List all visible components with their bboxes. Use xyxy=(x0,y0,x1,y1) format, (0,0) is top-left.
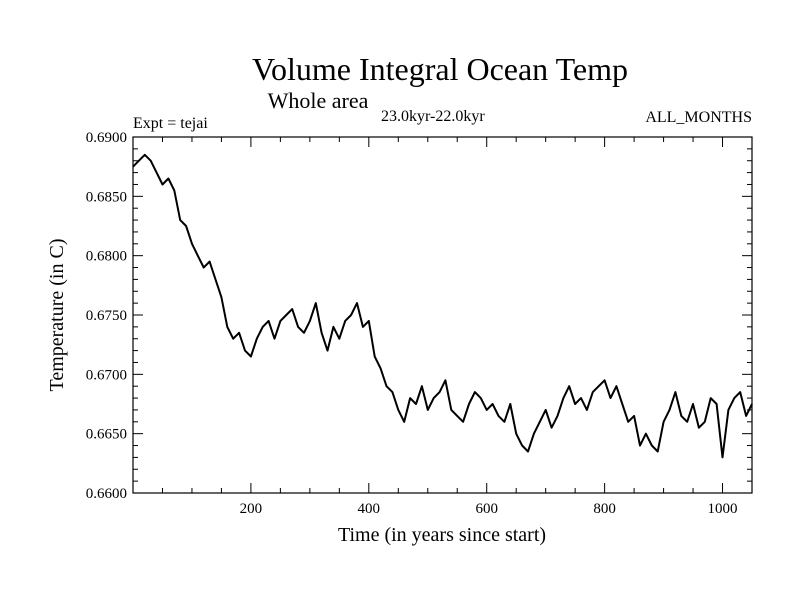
chart-title: Volume Integral Ocean Temp xyxy=(252,51,628,87)
y-tick-label: 0.6800 xyxy=(86,249,127,265)
season-label: ALL_MONTHS xyxy=(645,109,752,126)
chart-subtitle: Whole area xyxy=(268,88,369,113)
x-tick-label: 200 xyxy=(240,501,263,517)
experiment-label: Expt = tejai xyxy=(133,115,208,132)
y-tick-label: 0.6650 xyxy=(86,427,127,443)
y-axis-label: Temperature (in C) xyxy=(46,239,68,392)
y-tick-label: 0.6900 xyxy=(86,130,127,146)
x-axis-label: Time (in years since start) xyxy=(338,524,546,546)
y-tick-label: 0.6700 xyxy=(86,367,127,383)
series-line xyxy=(132,153,753,459)
x-tick-labels: 200 400 600 800 1000 xyxy=(240,501,738,517)
y-tick-label: 0.6750 xyxy=(86,308,127,324)
x-tick-label: 800 xyxy=(593,501,616,517)
x-tick-label: 600 xyxy=(475,501,498,517)
period-label: 23.0kyr-22.0kyr xyxy=(381,108,485,125)
y-tick-labels: 0.6600 0.6650 0.6700 0.6750 0.6800 0.6850 0.69… xyxy=(86,130,127,502)
y-tick-label: 0.6850 xyxy=(86,189,127,205)
x-tick-label: 1000 xyxy=(708,501,738,517)
x-tick-label: 400 xyxy=(358,501,381,517)
axis-ticks xyxy=(133,136,752,494)
y-tick-label: 0.6600 xyxy=(86,486,127,502)
